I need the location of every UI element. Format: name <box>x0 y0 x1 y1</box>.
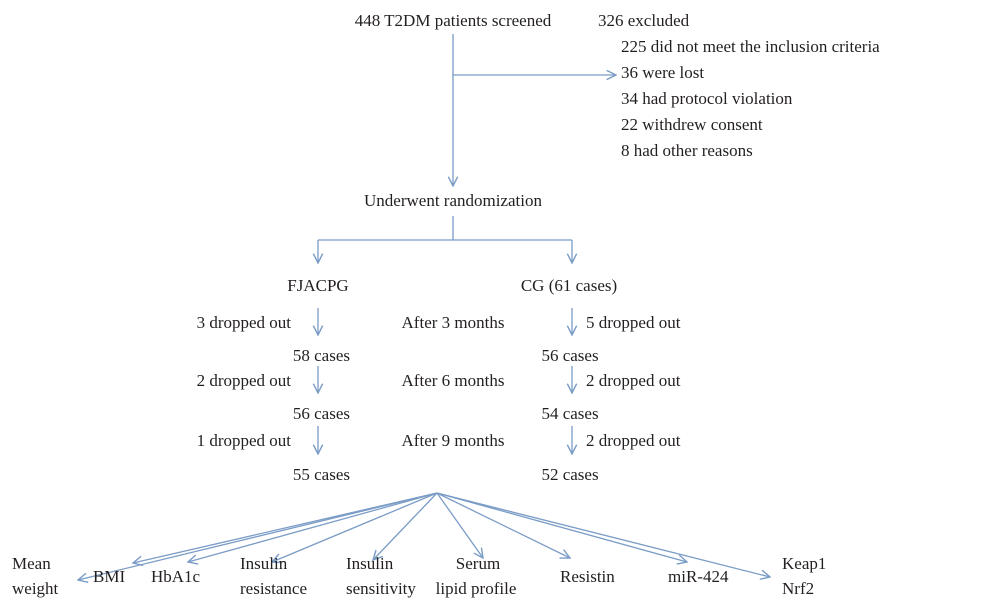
outcome: BMI <box>93 567 125 586</box>
group-name: CG (61 cases) <box>521 276 617 295</box>
dropped: 3 dropped out <box>197 313 292 332</box>
excluded-reason: 36 were lost <box>621 63 704 82</box>
excluded-reason: 22 withdrew consent <box>621 115 763 134</box>
outcome: Insulin <box>240 554 288 573</box>
outcome: weight <box>12 579 59 598</box>
outcome: Mean <box>12 554 51 573</box>
timepoint: After 9 months <box>402 431 505 450</box>
excluded-title: 326 excluded <box>598 11 690 30</box>
randomization: Underwent randomization <box>364 191 542 210</box>
connectors <box>78 34 770 580</box>
cases: 54 cases <box>541 404 598 423</box>
excluded-reason: 34 had protocol violation <box>621 89 793 108</box>
outcome: miR-424 <box>668 567 729 586</box>
cases: 58 cases <box>293 346 350 365</box>
dropped: 2 dropped out <box>586 371 681 390</box>
group-name: FJACPG <box>287 276 348 295</box>
cases: 56 cases <box>541 346 598 365</box>
outcome: Keap1 <box>782 554 826 573</box>
outcome: lipid profile <box>436 579 517 598</box>
dropped: 1 dropped out <box>197 431 292 450</box>
dropped: 2 dropped out <box>197 371 292 390</box>
timepoint: After 3 months <box>402 313 505 332</box>
excluded-reason: 225 did not meet the inclusion criteria <box>621 37 880 56</box>
outcome: Resistin <box>560 567 615 586</box>
outcome: Serum <box>456 554 500 573</box>
cases: 55 cases <box>293 465 350 484</box>
outcome: HbA1c <box>151 567 201 586</box>
outcome: Insulin <box>346 554 394 573</box>
outcome: resistance <box>240 579 307 598</box>
dropped: 5 dropped out <box>586 313 681 332</box>
cases: 52 cases <box>541 465 598 484</box>
outcome: sensitivity <box>346 579 416 598</box>
timepoint: After 6 months <box>402 371 505 390</box>
cases: 56 cases <box>293 404 350 423</box>
screened: 448 T2DM patients screened <box>355 11 552 30</box>
outcome: Nrf2 <box>782 579 814 598</box>
excluded-reason: 8 had other reasons <box>621 141 753 160</box>
dropped: 2 dropped out <box>586 431 681 450</box>
